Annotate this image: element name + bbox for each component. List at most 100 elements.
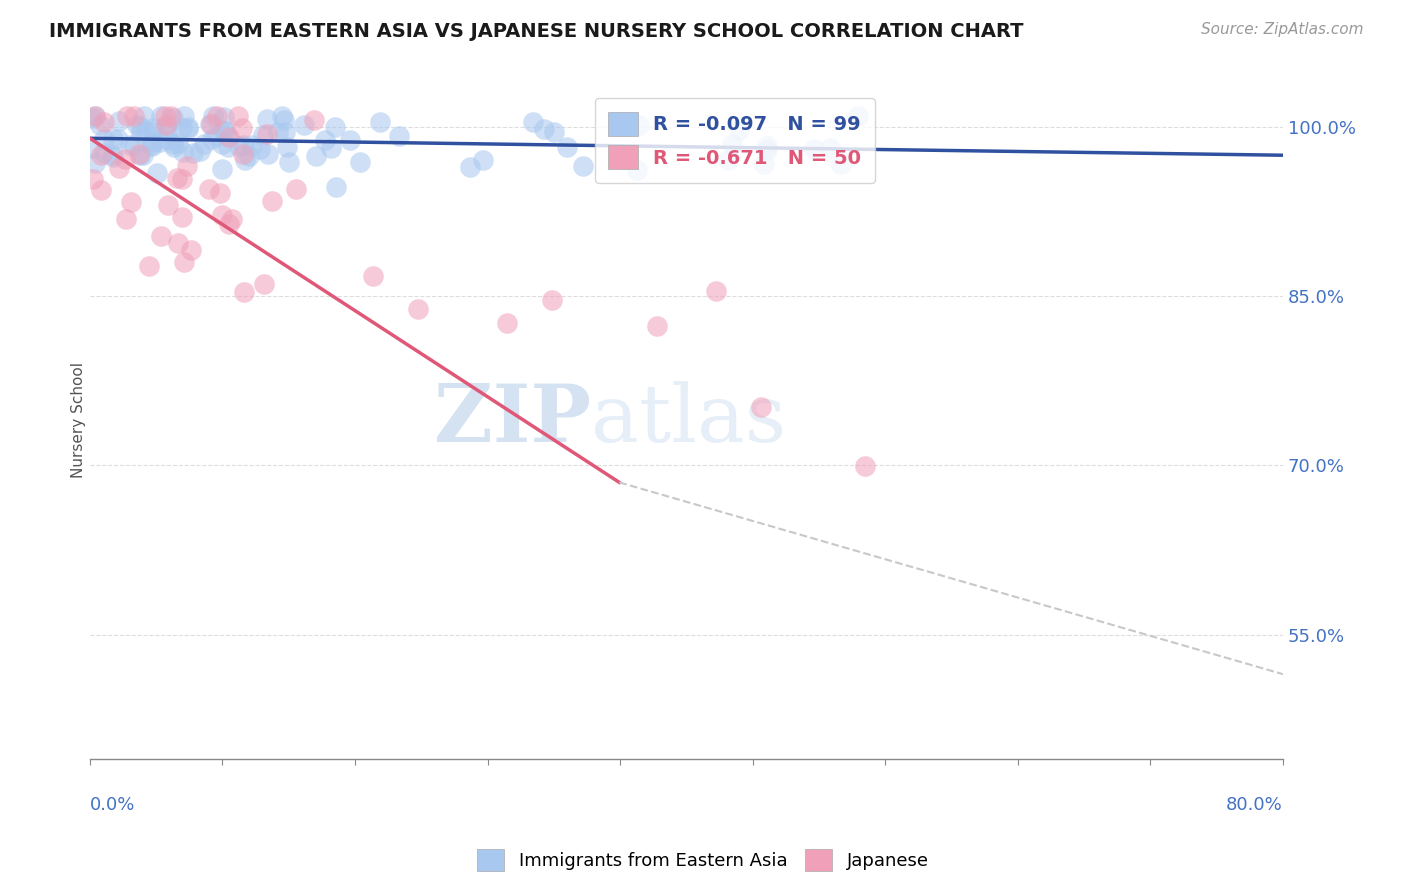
Point (543, 126, 565, 140)
Point (212, 122, 235, 136)
Text: 0.0%: 0.0% (90, 796, 135, 814)
Point (627, 118, 650, 132)
Point (89, 119, 111, 133)
Point (108, 161, 131, 175)
Point (626, 162, 648, 177)
Point (541, 293, 564, 307)
Point (304, 149, 326, 163)
Point (201, 132, 224, 146)
Point (166, 171, 188, 186)
Point (198, 182, 221, 196)
Point (208, 186, 231, 200)
Point (93, 115, 115, 129)
Text: ZIP: ZIP (434, 382, 591, 459)
Point (361, 268, 384, 283)
Point (90, 184, 112, 198)
Point (496, 316, 519, 330)
Point (193, 137, 215, 152)
Point (114, 153, 136, 167)
Point (339, 132, 361, 146)
Point (256, 112, 278, 126)
Point (170, 121, 193, 136)
Point (704, 284, 727, 298)
Point (80, 141, 103, 155)
Point (270, 109, 292, 123)
Point (170, 171, 193, 186)
Point (84, 155, 107, 169)
Point (155, 118, 177, 132)
Point (302, 112, 325, 127)
Point (221, 212, 243, 227)
Point (129, 126, 152, 140)
Point (120, 194, 142, 209)
Point (717, 153, 740, 168)
Point (138, 259, 160, 273)
Point (205, 129, 228, 144)
Point (260, 194, 283, 208)
Point (228, 138, 250, 153)
Point (226, 109, 249, 123)
Point (388, 128, 411, 143)
Point (107, 131, 129, 145)
Point (101, 131, 124, 145)
Point (217, 140, 239, 154)
Point (572, 159, 595, 173)
Point (200, 117, 222, 131)
Point (149, 109, 172, 123)
Point (163, 140, 186, 154)
Point (153, 109, 176, 123)
Point (157, 132, 180, 146)
Point (276, 140, 298, 154)
Legend: Immigrants from Eastern Asia, Japanese: Immigrants from Eastern Asia, Japanese (470, 842, 936, 879)
Point (101, 148, 124, 162)
Point (141, 139, 163, 153)
Point (232, 147, 254, 161)
Point (166, 235, 188, 250)
Point (157, 198, 180, 212)
Point (555, 140, 578, 154)
Point (818, 141, 841, 155)
Point (232, 138, 254, 153)
Point (211, 137, 233, 152)
Point (319, 141, 342, 155)
Point (292, 118, 315, 132)
Point (156, 118, 179, 132)
Point (84, 109, 107, 123)
Point (349, 154, 371, 169)
Point (755, 143, 778, 157)
Point (257, 147, 280, 161)
Point (533, 121, 555, 136)
Point (173, 109, 195, 123)
Point (149, 135, 172, 149)
Point (129, 119, 152, 133)
Point (145, 166, 167, 180)
Point (211, 208, 233, 222)
Point (155, 123, 177, 137)
Point (238, 148, 260, 162)
Point (188, 144, 211, 158)
Point (323, 120, 346, 134)
Point (93, 146, 115, 161)
Point (132, 147, 155, 161)
Point (212, 110, 235, 124)
Point (218, 129, 240, 144)
Point (211, 161, 233, 176)
Point (266, 124, 288, 138)
Point (370, 115, 392, 129)
Point (830, 156, 852, 170)
Point (232, 285, 254, 300)
Point (135, 124, 157, 138)
Point (166, 136, 188, 150)
Point (173, 255, 195, 269)
Point (83, 109, 105, 123)
Point (472, 153, 495, 167)
Text: Source: ZipAtlas.com: Source: ZipAtlas.com (1201, 22, 1364, 37)
Y-axis label: Nursery School: Nursery School (72, 362, 86, 478)
Point (122, 138, 145, 153)
Point (162, 137, 184, 152)
Point (252, 128, 274, 142)
Text: 80.0%: 80.0% (1226, 796, 1284, 814)
Point (82, 172, 104, 186)
Point (128, 148, 150, 162)
Point (256, 127, 278, 141)
